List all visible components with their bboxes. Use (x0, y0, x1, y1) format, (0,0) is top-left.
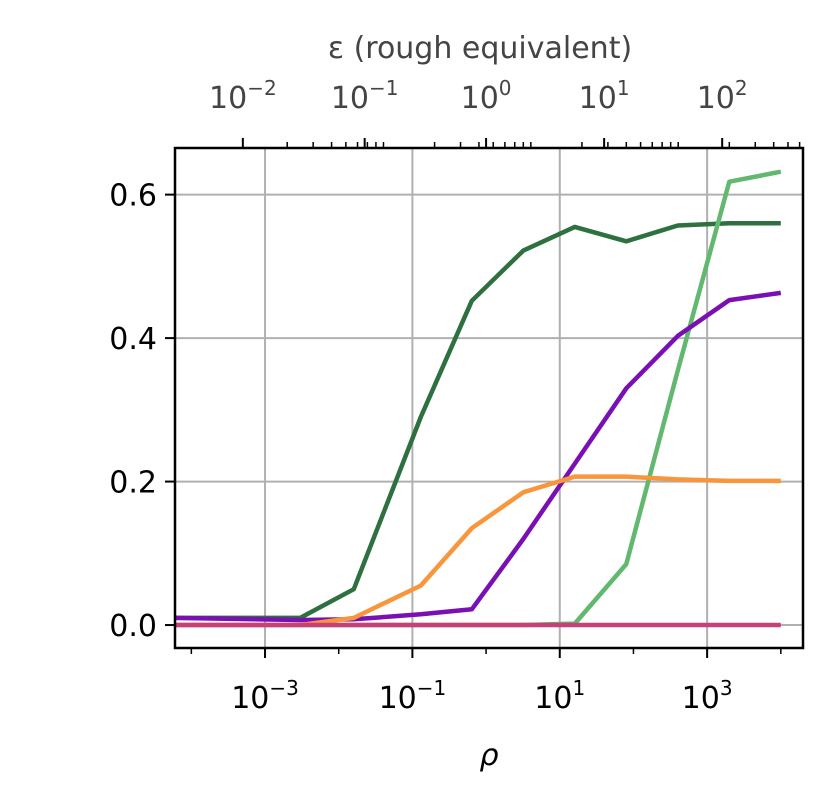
x-tick-label-1: 10−1 (379, 676, 447, 716)
x-tick-label-2-base: 10 (534, 681, 572, 716)
top-tick-label-3-exponent: 1 (617, 76, 630, 100)
top-axis-title: ε (rough equivalent) (328, 31, 632, 66)
x-tick-label-3-exponent: 3 (720, 676, 733, 700)
top-tick-label-2-exponent: 0 (499, 76, 512, 100)
x-tick-label-0-base: 10 (231, 681, 269, 716)
top-tick-label-0-exponent: −2 (247, 76, 276, 100)
series-line-1 (175, 221, 781, 621)
top-tick-label-2-base: 10 (461, 81, 499, 116)
top-tick-label-1-base: 10 (331, 81, 369, 116)
x-tick-label-3: 103 (682, 676, 733, 716)
y-tick-label-1: 0.2 (109, 466, 157, 501)
x-tick-label-1-exponent: −1 (417, 676, 446, 700)
x-tick-label-0-exponent: −3 (269, 676, 298, 700)
top-tick-label-1: 10−1 (331, 76, 399, 116)
top-tick-label-4-base: 10 (697, 81, 735, 116)
series-line-4 (175, 474, 781, 628)
x-tick-label-2-exponent: 1 (572, 676, 585, 700)
x-tick-label-3-base: 10 (682, 681, 720, 716)
x-tick-label-2: 101 (534, 676, 585, 716)
y-tick-label-0: 0.0 (109, 609, 157, 644)
x-tick-label-0: 10−3 (231, 676, 299, 716)
x-axis-title: ρ (479, 738, 498, 773)
top-tick-label-4-exponent: 2 (735, 76, 748, 100)
y-tick-label-2: 0.4 (109, 322, 157, 357)
top-tick-label-0-base: 10 (209, 81, 247, 116)
top-tick-label-0: 10−2 (209, 76, 277, 116)
y-tick-label-3: 0.6 (109, 179, 157, 214)
top-tick-label-4: 102 (697, 76, 748, 116)
top-tick-label-3-base: 10 (579, 81, 617, 116)
x-tick-label-1-base: 10 (379, 681, 417, 716)
top-tick-label-3: 101 (579, 76, 630, 116)
series-lines (174, 169, 782, 628)
plot-frame (173, 146, 805, 650)
top-tick-label-2: 100 (461, 76, 512, 116)
top-tick-label-1-exponent: −1 (369, 76, 398, 100)
